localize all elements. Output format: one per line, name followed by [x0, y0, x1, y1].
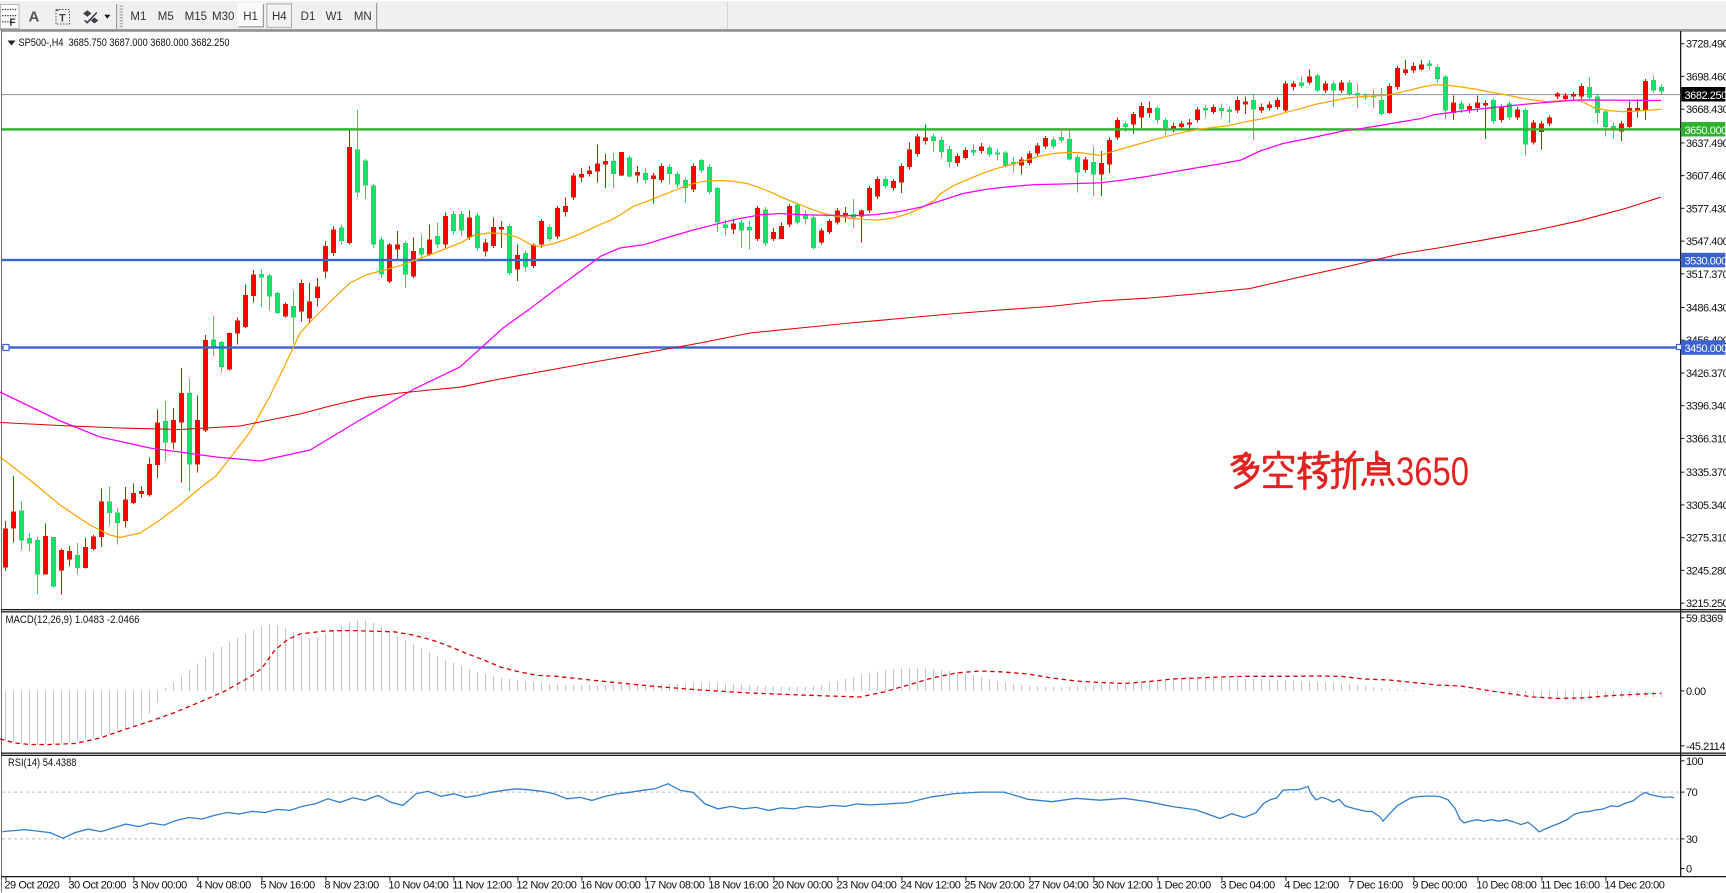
svg-text:3 Nov 00:00: 3 Nov 00:00: [132, 880, 187, 892]
svg-text:3698.460: 3698.460: [1686, 71, 1726, 83]
svg-text:M5: M5: [158, 11, 174, 23]
svg-text:24 Nov 12:00: 24 Nov 12:00: [900, 880, 960, 892]
svg-text:1 Dec 20:00: 1 Dec 20:00: [1156, 880, 1211, 892]
svg-text:4 Nov 08:00: 4 Nov 08:00: [196, 880, 251, 892]
svg-text:100: 100: [1686, 756, 1703, 768]
svg-text:3577.430: 3577.430: [1686, 203, 1726, 215]
svg-text:3517.370: 3517.370: [1686, 269, 1726, 281]
svg-text:MN: MN: [354, 11, 372, 23]
svg-text:0: 0: [1686, 864, 1692, 876]
svg-text:18 Nov 16:00: 18 Nov 16:00: [708, 880, 768, 892]
svg-text:MACD(12,26,9) 1.0483 -2.0466: MACD(12,26,9) 1.0483 -2.0466: [6, 614, 140, 626]
svg-text:70: 70: [1686, 787, 1698, 799]
svg-text:9 Dec 00:00: 9 Dec 00:00: [1412, 880, 1467, 892]
svg-text:M15: M15: [185, 11, 207, 23]
svg-text:3275.310: 3275.310: [1686, 533, 1726, 545]
svg-text:3335.370: 3335.370: [1686, 467, 1726, 479]
svg-text:10 Dec 08:00: 10 Dec 08:00: [1476, 880, 1536, 892]
svg-text:3 Dec 04:00: 3 Dec 04:00: [1220, 880, 1275, 892]
svg-text:W1: W1: [326, 11, 343, 23]
svg-text:3728.490: 3728.490: [1686, 39, 1726, 51]
svg-text:RSI(14) 54.4388: RSI(14) 54.4388: [8, 757, 77, 769]
svg-text:29 Oct 2020: 29 Oct 2020: [4, 880, 59, 892]
svg-text:3366.310: 3366.310: [1686, 433, 1726, 445]
svg-text:3450.000: 3450.000: [1685, 343, 1726, 355]
svg-text:3396.340: 3396.340: [1686, 401, 1726, 413]
svg-text:M1: M1: [130, 11, 146, 23]
svg-text:3426.370: 3426.370: [1686, 368, 1726, 380]
svg-text:59.8369: 59.8369: [1686, 613, 1723, 625]
svg-text:30 Oct 20:00: 30 Oct 20:00: [68, 880, 126, 892]
svg-text:5 Nov 16:00: 5 Nov 16:00: [260, 880, 315, 892]
svg-text:A: A: [29, 9, 40, 26]
svg-text:3547.400: 3547.400: [1686, 236, 1726, 248]
svg-text:F: F: [10, 18, 16, 29]
svg-text:3245.280: 3245.280: [1686, 565, 1726, 577]
svg-text:20 Nov 00:00: 20 Nov 00:00: [772, 880, 832, 892]
svg-text:3530.000: 3530.000: [1685, 256, 1726, 268]
svg-text:3486.430: 3486.430: [1686, 303, 1726, 315]
svg-text:3637.490: 3637.490: [1686, 138, 1726, 150]
svg-text:M30: M30: [212, 11, 234, 23]
svg-text:12 Nov 20:00: 12 Nov 20:00: [516, 880, 576, 892]
svg-text:27 Nov 04:00: 27 Nov 04:00: [1028, 880, 1088, 892]
svg-text:11 Nov 12:00: 11 Nov 12:00: [452, 880, 512, 892]
svg-text:3650: 3650: [1396, 450, 1469, 494]
svg-text:-45.2114: -45.2114: [1686, 741, 1725, 753]
svg-text:30 Nov 12:00: 30 Nov 12:00: [1092, 880, 1152, 892]
svg-text:8 Nov 23:00: 8 Nov 23:00: [324, 880, 379, 892]
svg-text:10 Nov 04:00: 10 Nov 04:00: [388, 880, 448, 892]
svg-text:3650.000: 3650.000: [1685, 125, 1726, 137]
svg-text:4 Dec 12:00: 4 Dec 12:00: [1284, 880, 1339, 892]
svg-text:7 Dec 16:00: 7 Dec 16:00: [1348, 880, 1403, 892]
svg-text:14 Dec 20:00: 14 Dec 20:00: [1604, 880, 1664, 892]
svg-text:23 Nov 04:00: 23 Nov 04:00: [836, 880, 896, 892]
svg-text:H1: H1: [243, 11, 258, 23]
svg-text:T: T: [59, 13, 66, 25]
svg-text:3305.340: 3305.340: [1686, 500, 1726, 512]
svg-text:3607.460: 3607.460: [1686, 171, 1726, 183]
svg-text:30: 30: [1686, 834, 1698, 846]
svg-text:3215.250: 3215.250: [1686, 598, 1726, 610]
svg-text:25 Nov 20:00: 25 Nov 20:00: [964, 880, 1024, 892]
svg-text:H4: H4: [272, 11, 287, 23]
svg-text:3682.250: 3682.250: [1685, 90, 1726, 102]
svg-text:11 Dec 16:00: 11 Dec 16:00: [1540, 880, 1600, 892]
svg-text:16 Nov 00:00: 16 Nov 00:00: [580, 880, 640, 892]
svg-text:3668.430: 3668.430: [1686, 104, 1726, 116]
svg-text:17 Nov 08:00: 17 Nov 08:00: [644, 880, 704, 892]
svg-text:D1: D1: [301, 11, 316, 23]
svg-text:0.00: 0.00: [1686, 686, 1706, 698]
svg-text:SP500-,H4 3685.750 3687.000 3: SP500-,H4 3685.750 3687.000 3680.000 368…: [19, 37, 230, 49]
